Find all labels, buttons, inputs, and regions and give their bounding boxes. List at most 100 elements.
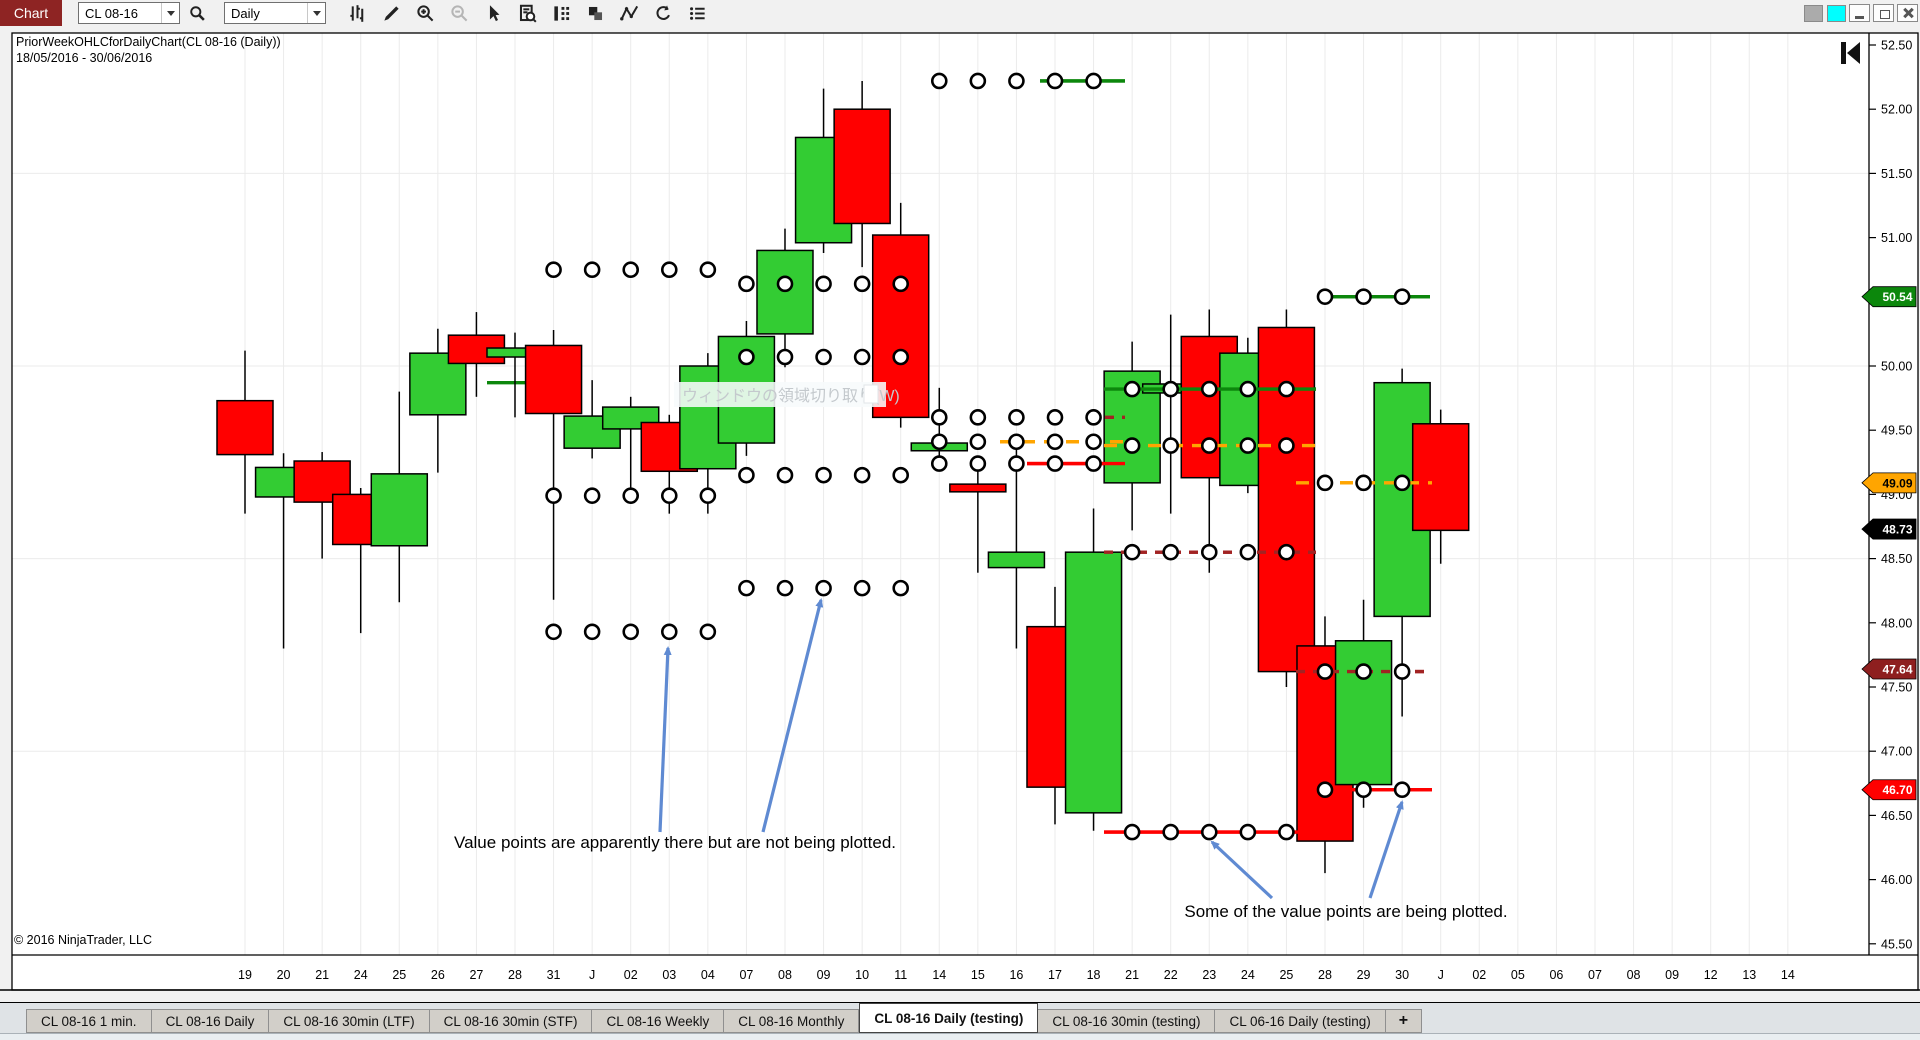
restore-icon <box>1877 7 1890 19</box>
svg-text:47.00: 47.00 <box>1881 745 1912 759</box>
tab-cl-08-16-daily[interactable]: CL 08-16 Daily <box>151 1009 270 1033</box>
svg-text:14: 14 <box>1781 968 1795 982</box>
chart-labels: PriorWeekOHLCforDailyChart(CL 08-16 (Dai… <box>14 35 281 947</box>
panel-grid-icon[interactable] <box>548 2 574 24</box>
svg-text:22: 22 <box>1164 968 1178 982</box>
interval-value: Daily <box>231 5 260 21</box>
svg-text:13: 13 <box>1742 968 1756 982</box>
indicator-label: PriorWeekOHLCforDailyChart(CL 08-16 (Dai… <box>16 35 281 49</box>
tab-bar: CL 08-16 1 min. CL 08-16 Daily CL 08-16 30… <box>0 1003 1920 1033</box>
svg-text:51.00: 51.00 <box>1881 231 1912 245</box>
price-axis[interactable]: 52.5052.0051.5051.0050.5050.0049.5049.00… <box>1861 39 1917 952</box>
minimize-icon <box>1855 15 1864 19</box>
cursor-icon[interactable] <box>480 2 506 24</box>
svg-text:52.00: 52.00 <box>1881 103 1912 117</box>
svg-text:45.50: 45.50 <box>1881 937 1912 951</box>
zoom-out-icon <box>446 2 472 24</box>
display-list-icon[interactable] <box>684 2 710 24</box>
interval-link-button[interactable] <box>1827 4 1846 22</box>
svg-text:25: 25 <box>392 968 406 982</box>
svg-text:50.00: 50.00 <box>1881 360 1912 374</box>
add-tab-button[interactable]: + <box>1385 1009 1423 1033</box>
svg-text:02: 02 <box>1472 968 1486 982</box>
svg-text:08: 08 <box>778 968 792 982</box>
annotation-text-2: Some of the value points are being plott… <box>1184 902 1507 921</box>
svg-text:05: 05 <box>1511 968 1525 982</box>
window-controls <box>1800 4 1918 22</box>
svg-text:46.50: 46.50 <box>1881 809 1912 823</box>
jump-to-end-button[interactable] <box>1841 42 1860 64</box>
instrument-value: CL 08-16 <box>85 5 138 21</box>
reload-icon[interactable] <box>650 2 676 24</box>
tab-cl-08-16-weekly[interactable]: CL 08-16 Weekly <box>592 1009 725 1033</box>
svg-text:10: 10 <box>855 968 869 982</box>
zoom-in-icon[interactable] <box>412 2 438 24</box>
svg-text:18: 18 <box>1087 968 1101 982</box>
chevron-down-icon[interactable] <box>161 3 179 23</box>
svg-text:14: 14 <box>932 968 946 982</box>
tab-cl-08-16-1-min-[interactable]: CL 08-16 1 min. <box>26 1009 152 1033</box>
svg-text:04: 04 <box>701 968 715 982</box>
tab-cl-06-16-daily-testing-[interactable]: CL 06-16 Daily (testing) <box>1215 1009 1386 1033</box>
svg-text:09: 09 <box>1665 968 1679 982</box>
svg-text:46.00: 46.00 <box>1881 873 1912 887</box>
interval-selector[interactable]: Daily <box>224 2 326 24</box>
copyright-label: © 2016 NinjaTrader, LLC <box>14 933 152 947</box>
svg-text:49.50: 49.50 <box>1881 424 1912 438</box>
minimize-button[interactable] <box>1849 4 1870 22</box>
tab-cl-08-16-30min-ltf-[interactable]: CL 08-16 30min (LTF) <box>269 1009 430 1033</box>
search-icon[interactable] <box>184 2 210 24</box>
date-axis[interactable]: 19 20 21 24 25 26 27 28 31 J 02 03 04 07 08 09 10 11 14 15 1… <box>238 968 1795 982</box>
svg-text:28: 28 <box>508 968 522 982</box>
value-point-markers <box>545 72 1411 841</box>
data-box-icon[interactable] <box>514 2 540 24</box>
toolbar-icons <box>340 2 714 24</box>
svg-text:48.00: 48.00 <box>1881 616 1912 630</box>
svg-text:48.73: 48.73 <box>1882 523 1912 537</box>
svg-text:ウィンドウの領域切り取り(W): ウィンドウの領域切り取り(W) <box>682 387 900 405</box>
svg-text:52.50: 52.50 <box>1881 39 1912 53</box>
svg-text:08: 08 <box>1627 968 1641 982</box>
svg-text:51.50: 51.50 <box>1881 167 1912 181</box>
svg-text:06: 06 <box>1549 968 1563 982</box>
svg-text:28: 28 <box>1318 968 1332 982</box>
date-range-label: 18/05/2016 - 30/06/2016 <box>16 51 152 65</box>
watermark: ウィンドウの領域切り取り(W) <box>674 382 900 407</box>
tab-cl-08-16-30min-testing-[interactable]: CL 08-16 30min (testing) <box>1038 1009 1216 1033</box>
tab-cl-08-16-30min-stf-[interactable]: CL 08-16 30min (STF) <box>429 1009 593 1033</box>
svg-text:07: 07 <box>739 968 753 982</box>
tab-cl-08-16-monthly[interactable]: CL 08-16 Monthly <box>724 1009 860 1033</box>
svg-text:03: 03 <box>662 968 676 982</box>
svg-text:25: 25 <box>1279 968 1293 982</box>
svg-text:26: 26 <box>431 968 445 982</box>
svg-text:46.70: 46.70 <box>1882 783 1912 797</box>
chart-style-icon[interactable] <box>344 2 370 24</box>
svg-text:31: 31 <box>547 968 561 982</box>
svg-text:47.50: 47.50 <box>1881 681 1912 695</box>
svg-text:29: 29 <box>1357 968 1371 982</box>
svg-text:21: 21 <box>1125 968 1139 982</box>
svg-text:17: 17 <box>1048 968 1062 982</box>
svg-text:21: 21 <box>315 968 329 982</box>
restore-button[interactable] <box>1873 4 1894 22</box>
close-button[interactable] <box>1897 4 1918 22</box>
stacked-windows-icon[interactable] <box>582 2 608 24</box>
tab-cl-08-16-daily-testing-[interactable]: CL 08-16 Daily (testing) <box>859 1003 1039 1033</box>
svg-text:23: 23 <box>1202 968 1216 982</box>
draw-pencil-icon[interactable] <box>378 2 404 24</box>
instrument-link-button[interactable] <box>1804 4 1823 22</box>
svg-text:19: 19 <box>238 968 252 982</box>
zigzag-icon[interactable] <box>616 2 642 24</box>
svg-text:12: 12 <box>1704 968 1718 982</box>
window-title: Chart <box>0 0 62 26</box>
svg-text:20: 20 <box>277 968 291 982</box>
svg-text:11: 11 <box>894 968 907 982</box>
svg-text:J: J <box>589 968 595 982</box>
chevron-down-icon[interactable] <box>307 3 325 23</box>
svg-text:47.64: 47.64 <box>1882 663 1912 677</box>
svg-text:27: 27 <box>469 968 483 982</box>
svg-text:24: 24 <box>354 968 368 982</box>
instrument-selector[interactable]: CL 08-16 <box>78 2 180 24</box>
